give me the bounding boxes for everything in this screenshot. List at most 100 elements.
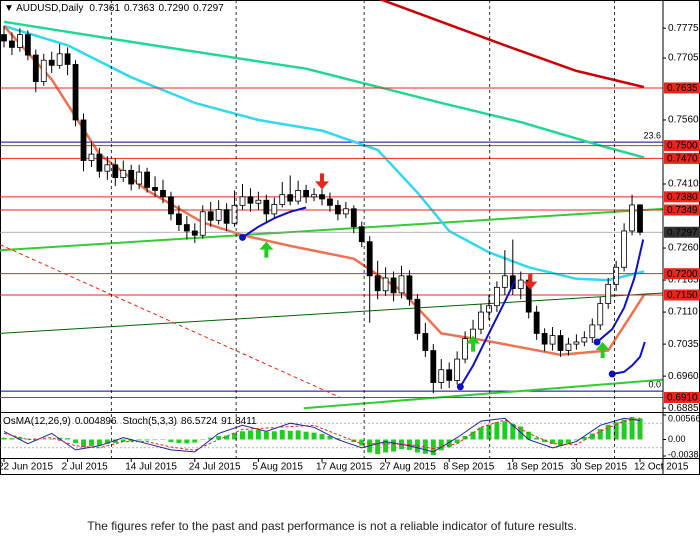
osma-bar [597, 429, 603, 440]
curve-dot [239, 233, 246, 241]
osma-bar [534, 437, 540, 440]
x-tick-label: 5 Aug 2015 [252, 462, 303, 473]
osma-bar [438, 439, 444, 451]
fib-label: 23.6 [643, 131, 661, 141]
osma-bar [446, 439, 452, 448]
x-tick-label: 8 Sep 2015 [443, 462, 495, 473]
x-tick-label: 14 Jul 2015 [125, 462, 177, 473]
candle-body [160, 190, 166, 198]
close-label: 0.7297 [193, 3, 224, 14]
candle-body [565, 343, 572, 351]
osma-bar [112, 439, 118, 443]
osma-bar [303, 431, 309, 440]
level-label: 0.7500 [667, 141, 698, 152]
osma-bar [232, 433, 238, 440]
candle-body [168, 196, 174, 215]
candle-body [40, 59, 47, 82]
osma-bar [430, 439, 436, 456]
candle-body [56, 53, 63, 66]
osma-bar [510, 423, 516, 440]
level-label-box [664, 268, 700, 280]
curve [241, 206, 307, 239]
candle-body [589, 324, 596, 339]
osma-bar [581, 436, 587, 440]
stoch-signal-value: 91.8411 [221, 416, 257, 427]
x-tick-label: 24 Jul 2015 [189, 462, 241, 473]
candle-body [446, 369, 453, 381]
osma-bar [629, 416, 635, 440]
x-tick-label: 18 Sep 2015 [507, 462, 564, 473]
open-label: 0.7361 [89, 3, 120, 14]
osma-bar [17, 437, 23, 440]
candle-body [327, 198, 333, 206]
candle-body [493, 286, 500, 307]
candle-body [48, 59, 55, 66]
signal-arrow [315, 173, 329, 190]
osma-bar [311, 432, 317, 440]
candle-body [255, 199, 262, 204]
trend-line [0, 244, 341, 398]
chart-title: AUDUSD,Daily [16, 3, 83, 14]
osma-bar [192, 439, 198, 443]
osma-bar [65, 438, 71, 440]
disclaimer: The figures refer to the past and past p… [87, 519, 577, 533]
osma-bar [335, 438, 341, 440]
candle-body [231, 204, 238, 224]
osma-bar [621, 419, 627, 440]
candle-body [311, 194, 317, 198]
candle-body [175, 213, 182, 225]
y-tick-label: 0.6885 [668, 403, 699, 414]
candle-body [613, 266, 620, 285]
x-tick-label: 2 Jul 2015 [62, 462, 109, 473]
level-label: 0.7349 [667, 205, 698, 216]
candle-body [486, 305, 492, 313]
signal-arrow [259, 241, 274, 258]
level-label-box [664, 82, 700, 94]
osma-bar [88, 439, 94, 446]
candle-body [462, 338, 469, 360]
candle-body [414, 298, 421, 334]
osc-tick-label: 0.00566 [668, 413, 700, 423]
osma-bar [184, 439, 190, 444]
header-icon: ▼ [4, 3, 16, 14]
candle-body [406, 275, 413, 300]
x-tick-label: 27 Aug 2015 [380, 462, 437, 473]
y-tick-label: 0.7775 [668, 23, 699, 34]
candle-body [128, 169, 135, 185]
osma-bar [25, 438, 31, 440]
osma-bar [144, 439, 150, 441]
trend-line [0, 292, 663, 334]
candle-body [120, 169, 127, 179]
candle-body [581, 337, 588, 343]
osma-bar [216, 436, 222, 440]
candle-body [509, 275, 516, 290]
osma-bar [240, 431, 245, 440]
osc-tick-label: 0.00 [668, 434, 686, 444]
osma-name: OsMA(12,26,9) [3, 416, 71, 427]
osma-bar [573, 439, 579, 441]
candle-body [398, 275, 405, 294]
candle-body [112, 164, 119, 179]
y-tick-label: 0.6960 [668, 371, 699, 382]
level-label: 0.7470 [667, 154, 698, 165]
candle-body [32, 54, 39, 82]
x-tick-label: 22 Jun 2015 [0, 462, 53, 473]
osma-bar [391, 439, 397, 452]
osma-bar [359, 439, 365, 446]
curve-dot [608, 370, 616, 378]
level-label-box [664, 391, 700, 403]
candle-body [350, 208, 357, 228]
osma-bar [550, 439, 556, 444]
candle-body [366, 241, 373, 277]
candle-body [144, 171, 151, 188]
candle-body [279, 194, 286, 205]
osma-bar [565, 439, 571, 443]
osma-bar [542, 439, 548, 443]
level-label-box [664, 289, 700, 301]
osma-bar [470, 431, 476, 440]
osma-bar [104, 439, 110, 444]
signal-arrow [466, 335, 481, 352]
candle-body [199, 211, 206, 236]
candle-body [597, 303, 604, 326]
